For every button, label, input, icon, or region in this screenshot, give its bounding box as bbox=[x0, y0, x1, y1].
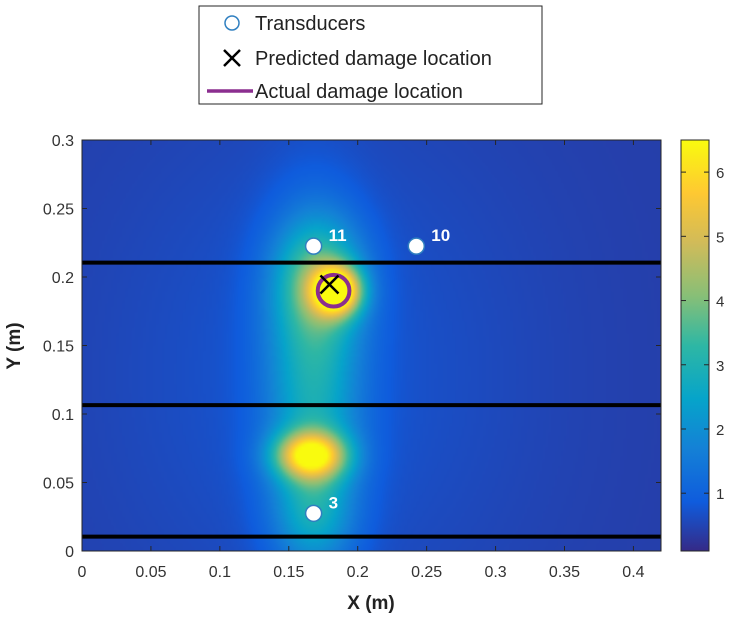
legend-entry-transducers: Transducers bbox=[255, 13, 365, 35]
x-axis: 0 0.05 0.1 0.15 0.2 0.25 0.3 0.35 0.4 bbox=[78, 140, 645, 581]
transducer-marker bbox=[407, 237, 426, 255]
plot-area: 11 10 3 bbox=[81, 139, 662, 552]
x-tick-label: 0.1 bbox=[209, 564, 231, 581]
colorbar-tick-label: 1 bbox=[716, 486, 724, 503]
y-tick-label: 0.2 bbox=[52, 270, 74, 287]
x-tick-label: 0 bbox=[78, 564, 87, 581]
x-axis-label: X (m) bbox=[347, 593, 395, 614]
crack-lines bbox=[82, 260, 661, 539]
transducer-label: 3 bbox=[329, 493, 338, 512]
transducer-marker bbox=[304, 504, 323, 523]
x-tick-label: 0.4 bbox=[622, 564, 644, 581]
markers: 11 10 3 bbox=[304, 226, 450, 523]
x-tick-label: 0.3 bbox=[484, 564, 506, 581]
y-tick-label: 0.25 bbox=[43, 202, 74, 219]
legend: Transducers Predicted damage location Ac… bbox=[198, 5, 543, 105]
y-tick-label: 0.1 bbox=[52, 407, 74, 424]
transducer-label: 11 bbox=[329, 226, 347, 245]
y-axis-label: Y (m) bbox=[4, 322, 25, 369]
x-tick-label: 0.25 bbox=[411, 564, 442, 581]
legend-x-marker bbox=[223, 49, 241, 67]
transducer-marker bbox=[304, 237, 323, 255]
legend-box bbox=[198, 5, 543, 105]
colorbar-tick-label: 3 bbox=[716, 358, 724, 375]
heatmap-field bbox=[82, 140, 661, 551]
colorbar-tick-label: 4 bbox=[716, 294, 724, 311]
y-tick-label: 0 bbox=[65, 544, 74, 561]
legend-transducer-marker bbox=[224, 15, 240, 31]
x-tick-label: 0.05 bbox=[135, 564, 166, 581]
x-tick-label: 0.2 bbox=[347, 564, 369, 581]
legend-entry-actual: Actual damage location bbox=[255, 81, 463, 103]
y-tick-label: 0.3 bbox=[52, 133, 74, 150]
x-tick-label: 0.15 bbox=[273, 564, 304, 581]
predicted-damage-marker bbox=[319, 274, 340, 295]
x-tick-label: 0.35 bbox=[549, 564, 580, 581]
actual-damage-circle bbox=[315, 272, 352, 309]
colorbar-tick-label: 6 bbox=[716, 165, 724, 182]
colorbar-tick-label: 5 bbox=[716, 229, 724, 246]
colorbar-gradient bbox=[680, 139, 710, 552]
colorbar-tick-label: 2 bbox=[716, 422, 724, 439]
legend-entry-predicted: Predicted damage location bbox=[255, 48, 492, 70]
y-tick-label: 0.15 bbox=[43, 339, 74, 356]
y-axis: 0 0.05 0.1 0.15 0.2 0.25 0.3 bbox=[43, 133, 661, 561]
transducer-label: 10 bbox=[431, 226, 450, 245]
colorbar: 1 2 3 4 5 6 bbox=[680, 139, 724, 552]
y-tick-label: 0.05 bbox=[43, 476, 74, 493]
colorbar-ticks: 1 2 3 4 5 6 bbox=[681, 165, 724, 503]
